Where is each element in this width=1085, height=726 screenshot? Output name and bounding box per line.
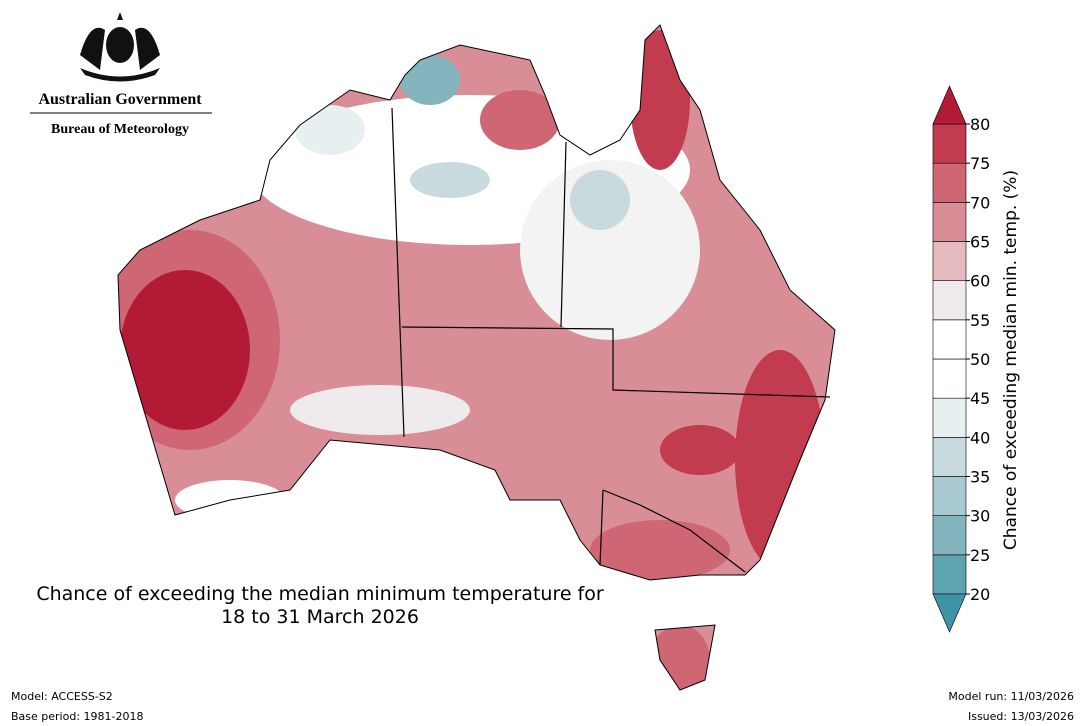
- footer-text: Base period: 1981-2018: [11, 710, 143, 723]
- footer-text: Model run: 11/03/2026: [948, 690, 1074, 703]
- colorbar-tick-label: 60: [970, 272, 990, 291]
- coastline: [117, 24, 836, 691]
- colorbar-under: [932, 593, 967, 633]
- colorbar-segment: [932, 280, 967, 321]
- footer-text: Issued: 13/03/2026: [968, 710, 1074, 723]
- colorbar-tick-label: 35: [970, 468, 990, 487]
- colorbar-tick-label: 50: [970, 350, 990, 369]
- government-name: Australian Government: [38, 91, 202, 108]
- colorbar-tick-label: 30: [970, 507, 990, 526]
- colorbar-segment: [932, 515, 967, 556]
- colorbar-segment: [932, 358, 967, 399]
- state-borders: [391, 107, 831, 573]
- colorbar-tick-label: 45: [970, 389, 990, 408]
- colorbar-tick-label: 25: [970, 546, 990, 565]
- crest: [80, 12, 160, 82]
- colorbar-tick-label: 70: [970, 193, 990, 212]
- colorbar-segment: [932, 202, 967, 242]
- colorbar-segment: [932, 123, 967, 164]
- colorbar-label: Chance of exceeding median min. temp. (%…: [1001, 170, 1021, 550]
- footer-text: Model: ACCESS-S2: [11, 690, 113, 703]
- colorbar-tick-label: 55: [970, 311, 990, 330]
- colorbar-segment: [932, 437, 967, 477]
- colorbar-segment: [932, 319, 967, 360]
- agency-name: Bureau of Meteorology: [51, 122, 189, 137]
- colorbar-segment: [932, 476, 967, 516]
- colorbar-tick-label: 40: [970, 428, 990, 447]
- colorbar-tick-label: 20: [970, 585, 990, 604]
- colorbar-segment: [932, 554, 967, 595]
- colorbar-segment: [932, 397, 967, 438]
- colorbar-tick-label: 65: [970, 233, 990, 252]
- colorbar-segment: [932, 162, 967, 203]
- map-title: Chance of exceeding the median minimum t…: [36, 583, 604, 605]
- map-title: 18 to 31 March 2026: [221, 606, 419, 628]
- colorbar-segment: [932, 241, 967, 281]
- colorbar: 20 25 30 35 40 45 50 55 60 65 70 75 80: [932, 85, 990, 633]
- colorbar-tick-label: 80: [970, 115, 990, 134]
- colorbar-tick-label: 75: [970, 154, 990, 173]
- colorbar-over: [932, 85, 967, 125]
